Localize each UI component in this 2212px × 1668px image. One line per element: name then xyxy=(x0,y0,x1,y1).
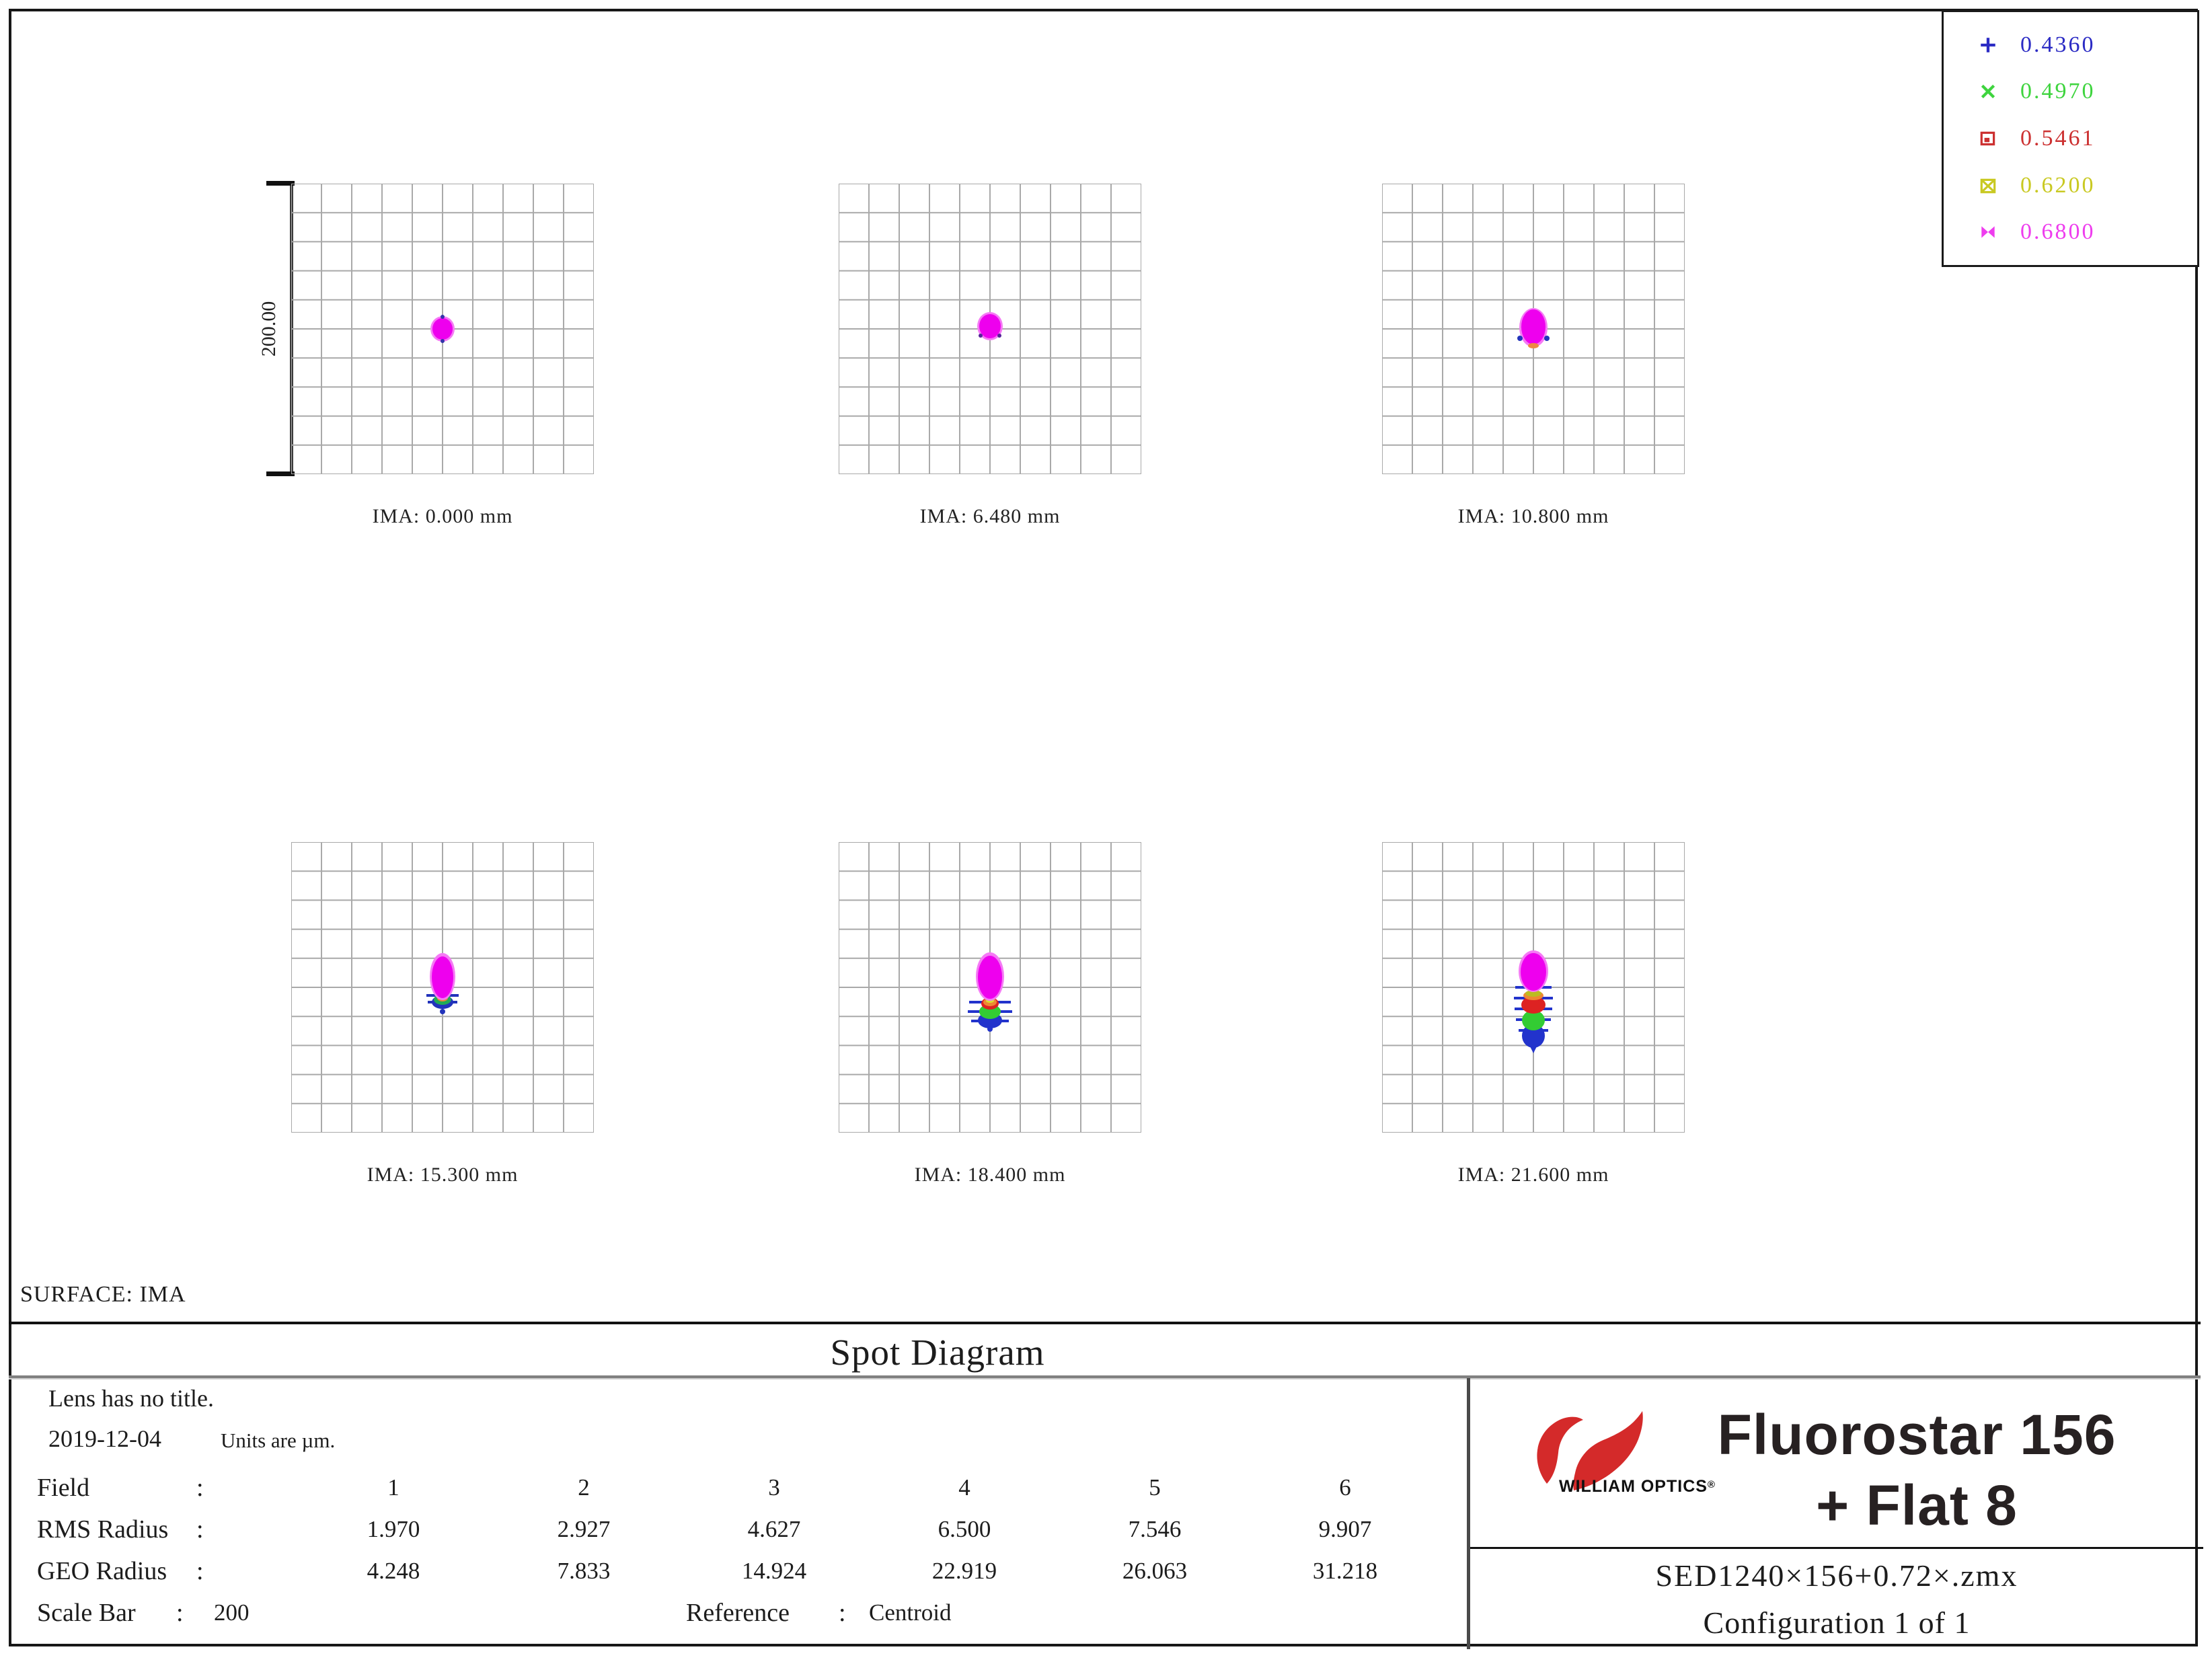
table-cell-value: 4.627 xyxy=(747,1516,801,1542)
table-row-colon: : xyxy=(196,1515,204,1544)
surface-label: SURFACE: IMA xyxy=(20,1282,186,1307)
brand-name: WILLIAM OPTICS® xyxy=(1559,1477,1716,1496)
scale-bar-bottom-cap xyxy=(266,471,295,476)
legend-entry: 0.6200 xyxy=(1979,173,2197,198)
spot-grid xyxy=(291,184,594,474)
spot-grid xyxy=(839,842,1141,1133)
ima-label: IMA: 21.600 mm xyxy=(1457,1164,1609,1186)
spot-panel: IMA: 0.000 mm xyxy=(291,184,594,527)
legend-wavelength-value: 0.6800 xyxy=(2020,219,2096,245)
legend-wavelength-value: 0.5461 xyxy=(2020,125,2096,151)
table-cell-value: 9.907 xyxy=(1318,1516,1372,1542)
spot-grid xyxy=(291,842,594,1133)
legend-entry: 0.4970 xyxy=(1979,79,2197,104)
scale-bar-top-cap xyxy=(266,181,295,186)
ima-label: IMA: 6.480 mm xyxy=(919,505,1061,527)
brand-text: WILLIAM OPTICS xyxy=(1559,1477,1708,1496)
registered-mark: ® xyxy=(1707,1479,1716,1490)
scale-bar-row-colon: : xyxy=(176,1599,184,1627)
table-row-colon: : xyxy=(196,1474,204,1502)
product-title-line1: Fluorostar 156 xyxy=(1717,1403,2116,1466)
spot-panel: IMA: 10.800 mm xyxy=(1382,184,1685,527)
reference-label: Reference xyxy=(686,1599,790,1627)
legend-marker-square-dot-icon xyxy=(1980,131,1995,146)
legend-wavelength-value: 0.6200 xyxy=(2020,172,2096,198)
spot-panel: IMA: 21.600 mm xyxy=(1382,842,1685,1186)
table-cell-value: 5 xyxy=(1149,1474,1161,1501)
page-border xyxy=(9,9,2198,1646)
spot-panel: IMA: 18.400 mm xyxy=(839,842,1141,1186)
legend-marker-plus-icon xyxy=(1981,38,1995,52)
title-block-divider-horizontal xyxy=(1470,1547,2203,1549)
scale-bar-label: 200.00 xyxy=(258,301,280,357)
spot-panel: IMA: 6.480 mm xyxy=(839,184,1141,527)
table-cell-value: 4.248 xyxy=(367,1558,420,1584)
table-row-label: RMS Radius xyxy=(37,1515,169,1544)
table-row-colon: : xyxy=(196,1557,204,1585)
william-optics-logo-icon xyxy=(1537,1411,1643,1490)
table-cell-value: 2.927 xyxy=(557,1516,611,1542)
table-cell-value: 26.063 xyxy=(1122,1558,1188,1584)
wavelength-legend: 0.4360 0.4970 0.5461 0.6200 0.6800 xyxy=(1942,10,2199,267)
table-cell-value: 1 xyxy=(387,1474,399,1501)
scale-bar-row-value: 200 xyxy=(214,1599,250,1626)
configuration-label: Configuration 1 of 1 xyxy=(1703,1605,1971,1640)
table-cell-value: 7.546 xyxy=(1128,1516,1182,1542)
plot-title: Spot Diagram xyxy=(830,1332,1045,1373)
legend-marker-cross-icon xyxy=(1981,85,1995,99)
title-block-divider-vertical xyxy=(1467,1378,1470,1649)
ima-label: IMA: 18.400 mm xyxy=(914,1164,1066,1186)
table-cell-value: 2 xyxy=(578,1474,590,1501)
units-note: Units are µm. xyxy=(221,1429,336,1452)
product-title-line2: + Flat 8 xyxy=(1816,1474,2018,1537)
zemax-file-name: SED1240×156+0.72×.zmx xyxy=(1655,1558,2018,1593)
table-cell-value: 6.500 xyxy=(938,1516,991,1542)
title-band-bottom-line xyxy=(9,1375,2201,1379)
spot-grid xyxy=(1382,842,1685,1133)
scale-bar-row-label: Scale Bar xyxy=(37,1599,136,1627)
spot-panel: IMA: 15.300 mm xyxy=(291,842,594,1186)
lens-title: Lens has no title. xyxy=(48,1385,214,1412)
reference-colon: : xyxy=(839,1599,846,1627)
table-cell-value: 3 xyxy=(768,1474,780,1501)
spot-grid xyxy=(839,184,1141,474)
ima-label: IMA: 15.300 mm xyxy=(367,1164,519,1186)
legend-marker-square-x-icon xyxy=(1980,178,1996,193)
table-cell-value: 14.924 xyxy=(741,1558,807,1584)
legend-marker-bowtie-icon xyxy=(1981,226,1995,238)
legend-entry: 0.4360 xyxy=(1979,32,2197,58)
legend-entry: 0.6800 xyxy=(1979,219,2197,245)
table-cell-value: 31.218 xyxy=(1312,1558,1378,1584)
table-row-label: GEO Radius xyxy=(37,1557,167,1585)
spot-grid xyxy=(1382,184,1685,474)
table-cell-value: 4 xyxy=(958,1474,970,1501)
ima-label: IMA: 0.000 mm xyxy=(372,505,513,527)
table-cell-value: 6 xyxy=(1339,1474,1351,1501)
legend-wavelength-value: 0.4970 xyxy=(2020,79,2096,104)
legend-entry: 0.5461 xyxy=(1979,126,2197,151)
reference-value: Centroid xyxy=(869,1599,952,1626)
table-cell-value: 22.919 xyxy=(931,1558,997,1584)
table-cell-value: 7.833 xyxy=(557,1558,611,1584)
ima-label: IMA: 10.800 mm xyxy=(1457,505,1609,527)
table-row-label: Field xyxy=(37,1474,90,1502)
table-cell-value: 1.970 xyxy=(367,1516,420,1542)
title-band-top-line xyxy=(9,1322,2201,1324)
legend-wavelength-value: 0.4360 xyxy=(2020,32,2096,57)
date-label: 2019-12-04 xyxy=(48,1425,161,1452)
